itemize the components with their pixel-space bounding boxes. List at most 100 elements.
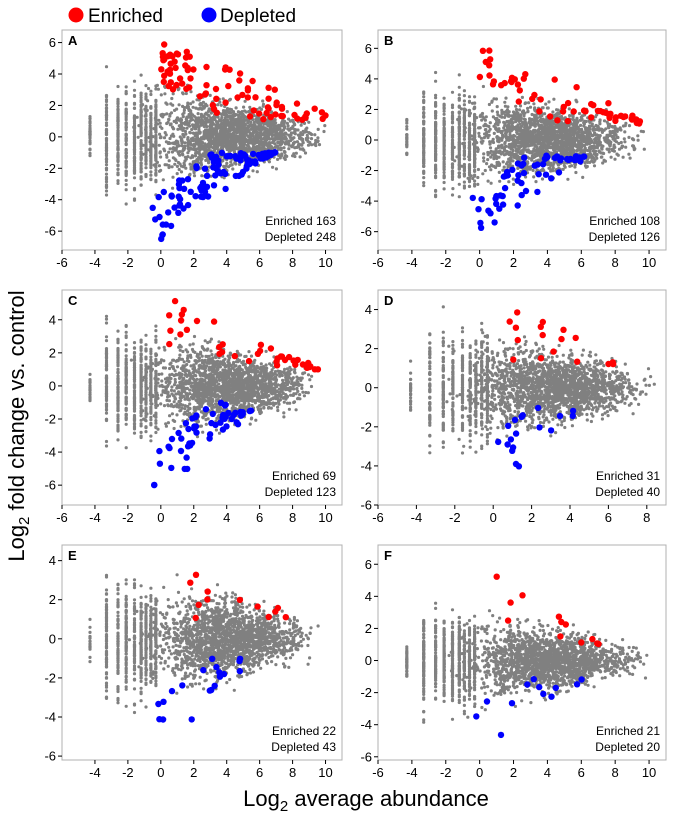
enriched-point [318,109,326,116]
background-point [487,129,491,133]
background-point [301,137,305,141]
background-point [532,102,536,106]
background-point [219,103,223,107]
background-point [489,181,493,185]
enriched-point [182,62,189,69]
background-point [462,125,466,129]
background-point [434,79,438,83]
background-point [494,165,498,170]
background-point [104,166,109,170]
background-point [185,126,189,130]
background-point [235,139,240,143]
background-point [202,114,206,118]
depleted-point [165,209,172,216]
background-point [167,117,171,121]
background-point [173,162,177,166]
background-point [167,150,171,154]
background-point [154,87,158,91]
background-point [248,123,252,127]
background-point [245,147,249,151]
background-point [511,121,515,125]
background-point [116,84,120,89]
background-point [176,116,180,121]
background-point [116,122,120,126]
background-point [472,107,476,111]
background-point [598,118,602,122]
background-points [405,70,646,199]
background-point [450,115,455,119]
enriched-point [256,110,263,117]
background-point [595,145,599,149]
background-point [158,150,162,154]
background-point [457,171,461,175]
background-point [165,121,169,126]
background-point [526,106,530,110]
background-point [242,126,246,130]
background-point [457,93,461,97]
depleted-point [217,170,224,177]
background-point [229,116,233,120]
background-point [124,142,128,146]
legend-depleted-marker [201,7,217,23]
background-point [124,183,128,187]
background-point [175,107,179,111]
background-point [132,171,137,175]
background-point [187,107,191,111]
background-point [116,179,120,183]
background-point [450,163,455,167]
background-point [567,107,571,111]
background-point [165,102,169,106]
background-point [171,175,175,179]
background-point [104,103,109,107]
background-point [194,141,198,145]
background-point [502,165,506,169]
x-tick-label: 10 [318,255,332,270]
background-point [613,157,617,161]
depleted-point [210,158,217,166]
background-point [144,109,148,113]
enriched-point [265,95,272,102]
x-tick-label: -6 [56,255,68,270]
background-point [170,150,174,154]
background-point [467,129,472,133]
background-point [488,142,492,146]
enriched-point [172,64,179,72]
background-point [422,144,426,148]
background-point [149,166,153,170]
enriched-point [278,103,286,111]
background-point [307,120,311,124]
background-point [213,117,217,122]
x-ticks: -6 -4 -2 0 2 4 6 8 10 [56,250,333,270]
background-point [242,136,246,140]
depleted-point [240,151,248,158]
depleted-point [184,201,192,209]
background-point [132,139,137,143]
background-point [154,105,158,109]
enriched-point [250,107,257,114]
background-point [615,152,619,156]
background-point [220,145,224,149]
background-point [509,129,513,133]
background-point [186,137,190,141]
background-point [177,152,181,156]
background-point [259,107,264,111]
background-point [227,165,231,169]
background-point [462,89,466,93]
background-point [154,143,158,147]
background-point [139,141,143,145]
background-point [172,119,176,123]
background-point [175,164,179,168]
background-point [442,173,446,178]
background-point [124,165,128,169]
depleted-point [243,165,250,172]
background-point [622,137,626,141]
background-point [215,145,220,149]
background-point [254,133,258,137]
background-point [467,178,472,182]
background-point [231,167,235,171]
background-point [313,133,317,137]
background-point [602,158,606,162]
background-point [206,113,211,117]
background-point [314,141,318,145]
background-point [281,136,285,140]
